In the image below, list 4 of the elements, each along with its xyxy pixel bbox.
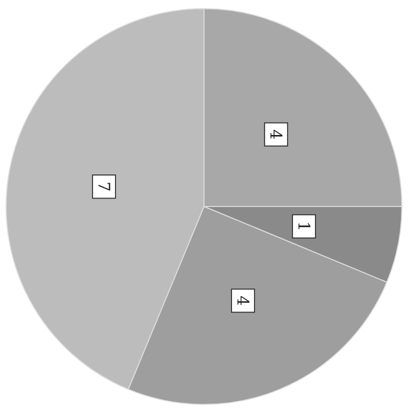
data-label: 4 (234, 296, 253, 306)
data-label: 7 (94, 182, 114, 192)
data-label: 4 (266, 129, 286, 140)
data-label: 1 (294, 221, 314, 232)
